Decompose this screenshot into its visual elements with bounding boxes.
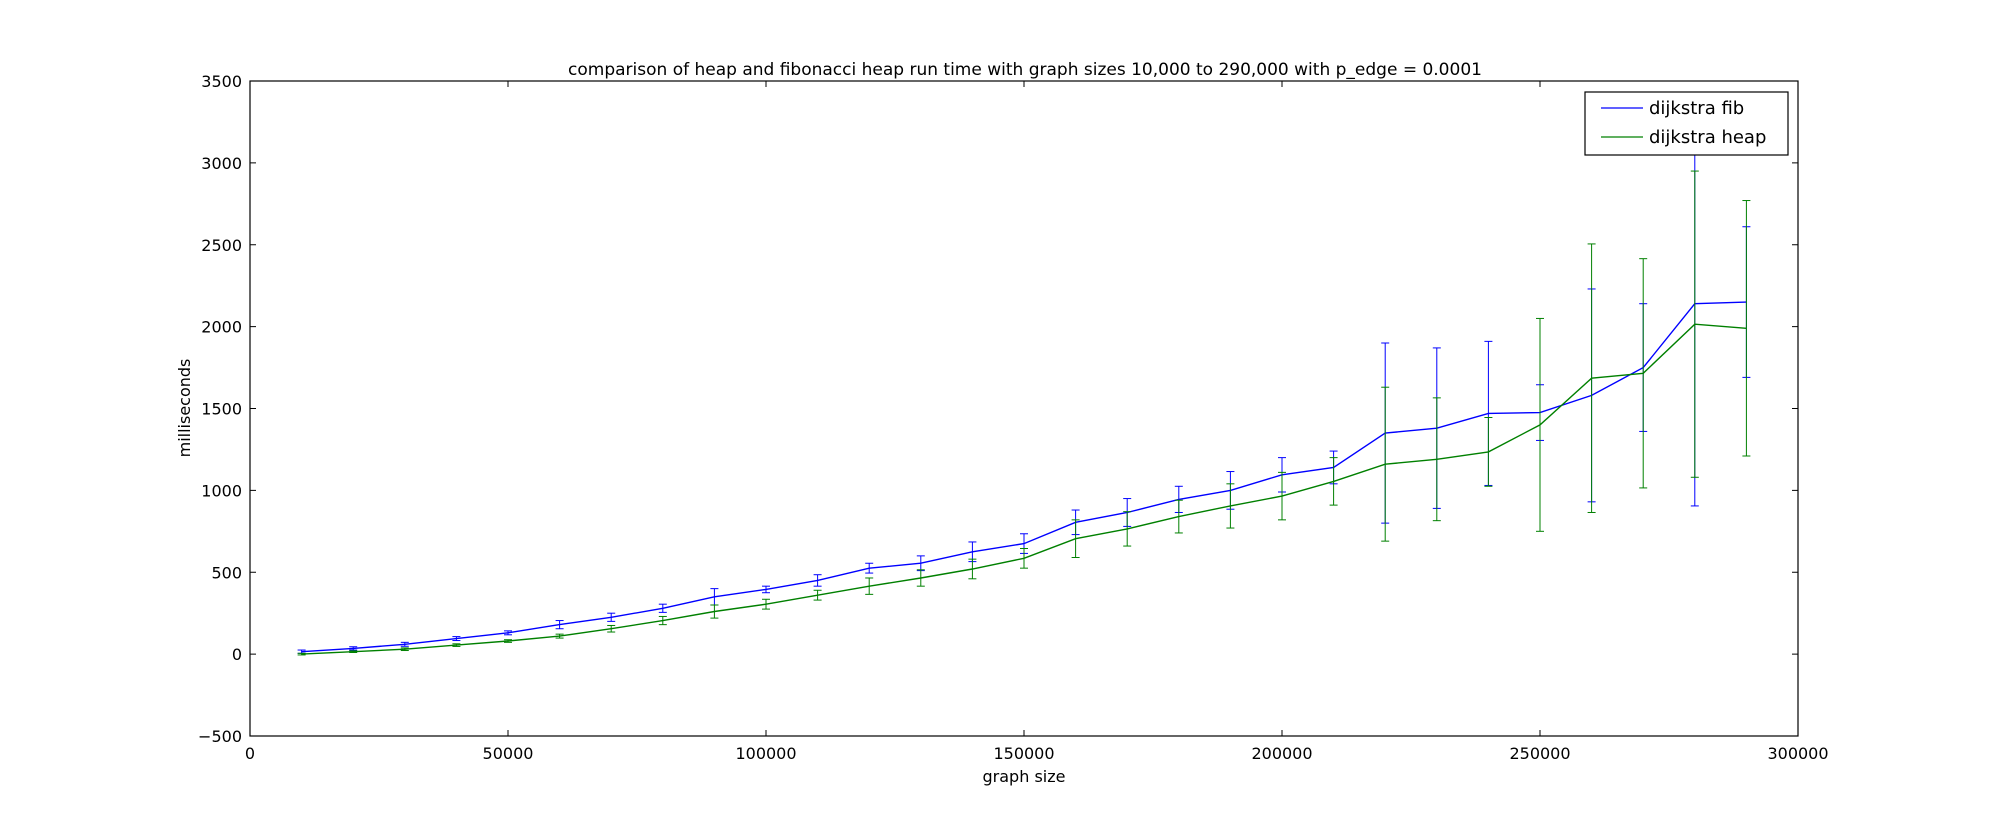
plot-frame: [249, 80, 1799, 737]
series-dijkstra-heap: [297, 170, 1751, 656]
y-tick-label: 500: [211, 563, 242, 582]
plot-area: [297, 100, 1751, 656]
chart-title: comparison of heap and fibonacci heap ru…: [568, 60, 1482, 80]
series-line-dijkstra-fib: [301, 301, 1747, 653]
y-axis-ticks: −500 0 500 1000 1500 2000 2500 3000 3500: [198, 72, 1798, 746]
legend-label-dijkstra-heap: dijkstra heap: [1649, 127, 1766, 148]
y-tick-label: 2500: [201, 236, 242, 255]
series-line-dijkstra-heap: [301, 323, 1747, 655]
x-tick-label: 50000: [483, 744, 534, 763]
x-tick-label: 150000: [993, 744, 1054, 763]
x-tick-label: 0: [245, 744, 255, 763]
series-dijkstra-fib: [297, 100, 1751, 654]
legend-box: [1584, 91, 1789, 156]
x-tick-label: 200000: [1251, 744, 1312, 763]
y-tick-label: −500: [198, 727, 242, 746]
x-tick-label: 100000: [735, 744, 796, 763]
x-tick-label: 250000: [1509, 744, 1570, 763]
x-tick-label: 300000: [1767, 744, 1828, 763]
y-tick-label: 0: [232, 645, 242, 664]
x-axis-label: graph size: [983, 767, 1066, 786]
x-axis-ticks: 0 50000 100000 150000 200000 250000 300000: [245, 81, 1829, 763]
y-tick-label: 2000: [201, 318, 242, 337]
legend: dijkstra fib dijkstra heap: [1584, 91, 1789, 156]
y-tick-label: 3000: [201, 154, 242, 173]
y-tick-label: 1500: [201, 400, 242, 419]
y-tick-label: 3500: [201, 72, 242, 91]
y-tick-label: 1000: [201, 481, 242, 500]
y-axis-label: milliseconds: [175, 359, 194, 458]
legend-label-dijkstra-fib: dijkstra fib: [1649, 98, 1744, 119]
